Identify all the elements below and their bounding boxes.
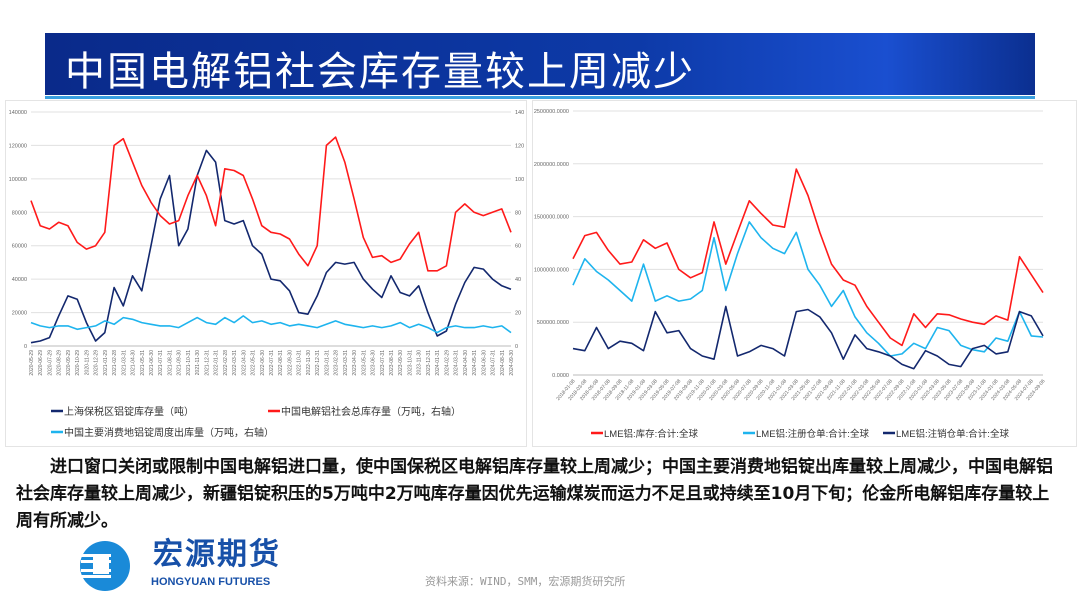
x-tick-label: 2024-01-31: [435, 350, 441, 376]
y-tick-label: 500000.0000: [537, 320, 569, 326]
x-tick-label: 2023-07-31: [380, 350, 386, 376]
series-line-1: [572, 221, 1044, 357]
x-tick-label: 2022-08-31: [278, 350, 284, 376]
china-aluminum-inventory-chart: 0 0 20000 20 40000 40 60000 60 80000 80 100000 100 1…: [9, 110, 525, 439]
series-line-2: [30, 315, 512, 334]
y-tick-label: 20000: [12, 311, 27, 317]
left-chart-panel: 0 0 20000 20 40000 40 60000 60 80000 80 100000 100 1…: [5, 100, 527, 447]
x-tick-label: 2023-12-31: [426, 350, 432, 376]
x-tick-label: 2020-08-29: [57, 350, 63, 376]
series-line-0: [30, 149, 512, 344]
x-tick-label: 2021-04-30: [131, 350, 137, 376]
x-tick-label: 2021-02-28: [112, 350, 118, 376]
x-tick-label: 2022-12-31: [315, 350, 321, 376]
y-right-tick-label: 40: [515, 277, 521, 283]
y-tick-label: 100000: [9, 177, 27, 183]
x-tick-label: 2020-12-29: [94, 350, 100, 376]
series-line-1: [30, 136, 512, 272]
x-tick-label: 2021-07-31: [158, 350, 164, 376]
x-tick-label: 2023-11-30: [417, 350, 423, 375]
right-chart-panel: 0.0000 500000.0000 1000000.0000 1500000.000…: [532, 100, 1077, 447]
x-tick-label: 2021-12-31: [204, 350, 210, 376]
x-tick-label: 2023-09-30: [398, 350, 404, 376]
lme-aluminum-inventory-chart: 0.0000 500000.0000 1000000.0000 1500000.000…: [534, 109, 1047, 440]
legend-label: 中国主要消费地铝锭周度出库量（万吨，右轴）: [64, 426, 274, 439]
x-tick-label: 2024-06-30: [481, 350, 487, 376]
x-tick-label: 2022-01-31: [214, 350, 220, 376]
x-tick-label: 2024-09-30: [509, 350, 515, 376]
x-tick-label: 2023-04-30: [352, 350, 358, 376]
y-right-tick-label: 0: [515, 344, 518, 350]
x-tick-label: 2023-10-31: [407, 350, 413, 376]
legend-label: LME铝:库存:合计:全球: [604, 428, 698, 440]
x-tick-label: 2022-03-31: [232, 350, 238, 376]
legend-label: 中国电解铝社会总库存量（万吨，右轴）: [281, 405, 461, 418]
x-tick-label: 2024-08-31: [500, 350, 506, 376]
x-tick-label: 2022-04-30: [241, 350, 247, 376]
company-logo: 宏源期货 HONGYUAN FUTURES: [75, 540, 315, 592]
x-tick-label: 2024-03-31: [454, 350, 460, 376]
analysis-text: 进口窗口关闭或限制中国电解铝进口量，使中国保税区电解铝库存量较上周减少；中国主要…: [16, 457, 1053, 531]
title-bar: 中国电解铝社会库存量较上周减少: [45, 33, 1035, 99]
x-tick-label: 2020-05-29: [29, 350, 35, 376]
x-tick-label: 2020-09-29: [66, 350, 72, 376]
logo-emblem-icon: [80, 541, 130, 591]
x-tick-label: 2023-06-30: [371, 350, 377, 376]
y-tick-label: 2000000.0000: [534, 162, 569, 168]
x-tick-label: 2022-11-30: [306, 350, 312, 375]
x-tick-label: 2024-02-29: [444, 350, 450, 376]
legend-label: LME铝:注销仓单:合计:全球: [896, 428, 1009, 440]
x-tick-label: 2020-06-29: [38, 350, 44, 376]
y-right-tick-label: 100: [515, 177, 524, 183]
y-tick-label: 80000: [12, 210, 27, 216]
y-tick-label: 120000: [9, 143, 27, 149]
x-tick-label: 2023-01-31: [324, 350, 330, 376]
x-tick-label: 2022-02-28: [223, 350, 229, 376]
x-tick-label: 2021-03-31: [121, 350, 127, 376]
x-tick-label: 2022-06-30: [260, 350, 266, 376]
y-tick-label: 1000000.0000: [534, 267, 569, 273]
x-tick-label: 2024-07-31: [491, 350, 497, 376]
x-tick-label: 2021-01-29: [103, 350, 109, 376]
x-tick-label: 2023-05-31: [361, 350, 367, 376]
legend-label: LME铝:注册仓单:合计:全球: [756, 428, 869, 440]
y-right-tick-label: 140: [515, 110, 524, 116]
x-tick-label: 2021-11-30: [195, 350, 201, 375]
x-tick-label: 2024-05-31: [472, 350, 478, 376]
y-right-tick-label: 20: [515, 311, 521, 317]
x-tick-label: 2022-10-31: [297, 350, 303, 376]
x-tick-label: 2020-10-29: [75, 350, 81, 376]
logo-english-name: HONGYUAN FUTURES: [151, 576, 271, 588]
x-tick-label: 2021-09-30: [177, 350, 183, 376]
x-tick-label: 2021-05-31: [140, 350, 146, 376]
x-tick-label: 2021-06-30: [149, 350, 155, 376]
y-tick-label: 40000: [12, 277, 27, 283]
x-tick-label: 2022-07-31: [269, 350, 275, 376]
legend-label: 上海保税区铝锭库存量（吨）: [64, 405, 194, 418]
y-right-tick-label: 80: [515, 210, 521, 216]
x-tick-label: 2023-08-31: [389, 350, 395, 376]
y-right-tick-label: 60: [515, 244, 521, 250]
x-tick-label: 2020-11-29: [84, 350, 90, 375]
logo-chinese-name: 宏源期货: [153, 537, 281, 572]
y-tick-label: 60000: [12, 244, 27, 250]
x-tick-label: 2023-03-31: [343, 350, 349, 376]
y-tick-label: 0: [24, 344, 27, 350]
y-tick-label: 2500000.0000: [534, 109, 569, 115]
x-tick-label: 2020-07-29: [47, 350, 53, 376]
x-tick-label: 2022-05-31: [251, 350, 257, 376]
x-tick-label: 2021-08-31: [167, 350, 173, 376]
series-line-0: [572, 168, 1044, 347]
y-right-tick-label: 120: [515, 143, 524, 149]
x-tick-label: 2024-04-30: [463, 350, 469, 376]
page-title: 中国电解铝社会库存量较上周减少: [65, 49, 695, 95]
y-tick-label: 140000: [9, 110, 27, 116]
data-source: 资料来源：WIND，SMM，宏源期货研究所: [425, 575, 626, 588]
y-tick-label: 1500000.0000: [534, 215, 569, 221]
x-tick-label: 2023-02-28: [334, 350, 340, 376]
series-line-2: [572, 305, 1044, 370]
y-tick-label: 0.0000: [552, 373, 569, 379]
x-tick-label: 2021-10-31: [186, 350, 192, 376]
x-tick-label: 2022-09-30: [287, 350, 293, 376]
